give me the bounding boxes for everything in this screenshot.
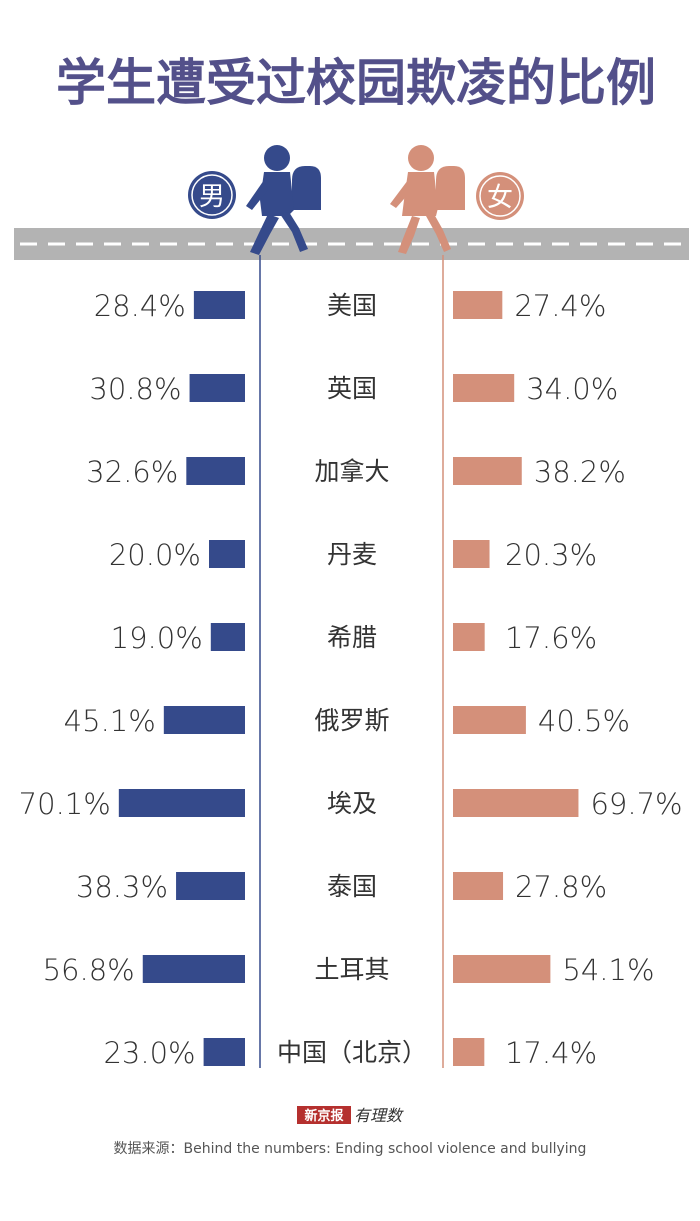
brand-badge — [297, 1106, 351, 1124]
male-value-label: 20.0% — [109, 538, 201, 572]
male-bar — [142, 955, 245, 983]
category-label: 丹麦 — [327, 540, 377, 569]
category-label: 俄罗斯 — [314, 706, 389, 735]
male-bar — [118, 789, 245, 817]
road-surface — [14, 228, 689, 260]
male-value-label: 32.6% — [86, 455, 178, 489]
female-value-label: 17.6% — [505, 621, 597, 655]
category-label: 泰国 — [327, 872, 377, 901]
category-label: 美国 — [327, 291, 377, 320]
female-bar — [453, 540, 490, 568]
category-label: 埃及 — [327, 789, 377, 818]
brand-logo: 新京报 有理数 — [297, 1106, 404, 1125]
male-bar — [176, 872, 245, 900]
female-legend-label: 女 — [487, 183, 513, 213]
brand-name: 新京报 — [304, 1108, 344, 1124]
female-legend-circle — [476, 172, 524, 220]
female-value-label: 34.0% — [526, 372, 618, 406]
female-value-label: 27.4% — [514, 289, 606, 323]
category-label: 希腊 — [327, 623, 377, 652]
male-value-label: 56.8% — [43, 953, 135, 987]
male-student-icon — [246, 145, 321, 255]
female-value-label: 20.3% — [505, 538, 597, 572]
female-value-label: 40.5% — [538, 704, 630, 738]
female-bar — [453, 706, 526, 734]
male-bar — [189, 374, 245, 402]
male-bar — [210, 623, 245, 651]
category-label: 土耳其 — [314, 955, 389, 984]
category-label: 加拿大 — [314, 457, 389, 486]
male-legend-circle — [188, 171, 236, 219]
female-student-icon — [390, 145, 465, 254]
female-value-label: 54.1% — [562, 953, 654, 987]
category-label: 中国（北京） — [277, 1038, 427, 1067]
female-value-label: 69.7% — [590, 787, 682, 821]
male-value-label: 45.1% — [64, 704, 156, 738]
female-legend: 女 — [476, 172, 524, 220]
male-bar — [209, 540, 245, 568]
male-bar — [163, 706, 245, 734]
male-value-label: 70.1% — [19, 787, 111, 821]
female-bar — [453, 623, 485, 651]
male-bar — [186, 457, 245, 485]
female-bar — [453, 1038, 485, 1066]
female-value-label: 27.8% — [515, 870, 607, 904]
male-value-label: 38.3% — [76, 870, 168, 904]
male-bar — [193, 291, 245, 319]
chart-title: 学生遭受过校园欺凌的比例 — [56, 54, 656, 112]
female-bar — [453, 291, 503, 319]
source-note: 数据来源：Behind the numbers: Ending school v… — [114, 1141, 587, 1157]
female-bar — [453, 955, 551, 983]
female-bar — [453, 789, 579, 817]
brand-subname: 有理数 — [354, 1106, 404, 1125]
female-bar — [453, 872, 504, 900]
male-legend-label: 男 — [199, 182, 225, 212]
chart-rows: 28.4% 美国 27.4% 30.8% 英国 34.0% 32.6% 加拿大 38.2% 20.… — [19, 289, 683, 1070]
female-bar — [453, 374, 515, 402]
male-bar — [203, 1038, 245, 1066]
female-value-label: 38.2% — [534, 455, 626, 489]
female-bar — [453, 457, 522, 485]
male-value-label: 28.4% — [94, 289, 186, 323]
male-legend: 男 — [188, 171, 236, 219]
category-label: 英国 — [327, 374, 377, 403]
male-value-label: 23.0% — [103, 1036, 195, 1070]
male-value-label: 19.0% — [111, 621, 203, 655]
road — [14, 228, 689, 260]
male-value-label: 30.8% — [89, 372, 181, 406]
female-value-label: 17.4% — [505, 1036, 597, 1070]
